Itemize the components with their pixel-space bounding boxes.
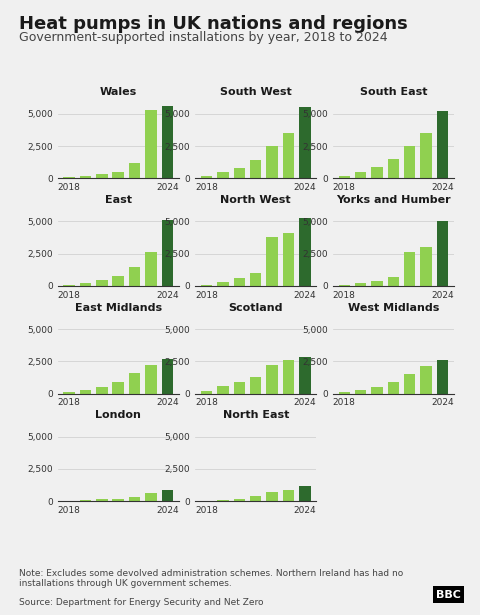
Bar [404,146,415,178]
Title: West Midlands: West Midlands [348,303,439,312]
Bar [217,500,229,501]
Bar [250,377,262,394]
Bar [145,493,156,501]
Bar [234,499,245,501]
Bar [404,374,415,394]
Bar [299,486,311,501]
Bar [63,392,75,394]
Bar [371,167,383,178]
Bar [283,233,294,286]
Bar [250,496,262,501]
Bar [80,391,91,394]
Bar [283,360,294,394]
Title: South East: South East [360,87,427,97]
Bar [96,280,108,286]
Bar [217,172,229,178]
Bar [266,492,278,501]
Bar [96,387,108,394]
Bar [217,386,229,394]
Bar [234,278,245,286]
Bar [338,285,350,286]
Bar [371,281,383,286]
Bar [63,177,75,178]
Title: Yorks and Humber: Yorks and Humber [336,195,451,205]
Title: North West: North West [220,195,291,205]
Bar [96,174,108,178]
Bar [266,365,278,394]
Bar [80,500,91,501]
Bar [201,285,212,286]
Bar [129,163,140,178]
Bar [234,382,245,394]
Bar [371,387,383,394]
Bar [338,392,350,394]
Bar [161,359,173,394]
Bar [161,106,173,178]
Bar [299,107,311,178]
Bar [201,391,212,394]
Bar [112,382,124,394]
Bar [250,273,262,286]
Bar [250,161,262,178]
Bar [355,284,366,286]
Bar [388,159,399,178]
Bar [437,221,448,286]
Bar [437,360,448,394]
Bar [217,282,229,286]
Bar [266,146,278,178]
Bar [420,247,432,286]
Bar [145,365,156,394]
Title: North East: North East [223,410,289,420]
Text: Note: Excludes some devolved administration schemes. Northern Ireland has had no: Note: Excludes some devolved administrat… [19,569,404,589]
Bar [129,267,140,286]
Title: Wales: Wales [99,87,137,97]
Bar [266,237,278,286]
Bar [437,111,448,178]
Bar [96,499,108,501]
Bar [388,382,399,394]
Bar [420,133,432,178]
Text: Source: Department for Energy Security and Net Zero: Source: Department for Energy Security a… [19,598,264,607]
Title: London: London [95,410,141,420]
Text: Government-supported installations by year, 2018 to 2024: Government-supported installations by ye… [19,31,388,44]
Text: Heat pumps in UK nations and regions: Heat pumps in UK nations and regions [19,15,408,33]
Bar [112,499,124,501]
Bar [161,220,173,286]
Bar [112,172,124,178]
Bar [201,176,212,178]
Title: East Midlands: East Midlands [74,303,162,312]
Bar [299,218,311,286]
Bar [283,490,294,501]
Bar [234,168,245,178]
Bar [63,285,75,286]
Bar [355,172,366,178]
Bar [112,276,124,286]
Bar [338,176,350,178]
Bar [355,391,366,394]
Bar [283,133,294,178]
Bar [129,498,140,501]
Bar [420,367,432,394]
Text: BBC: BBC [436,590,461,600]
Bar [145,252,156,286]
Bar [299,357,311,394]
Bar [404,252,415,286]
Title: South West: South West [220,87,292,97]
Title: Scotland: Scotland [228,303,283,312]
Title: East: East [105,195,132,205]
Bar [129,373,140,394]
Bar [80,176,91,178]
Bar [161,490,173,501]
Bar [145,110,156,178]
Bar [80,283,91,286]
Bar [388,277,399,286]
